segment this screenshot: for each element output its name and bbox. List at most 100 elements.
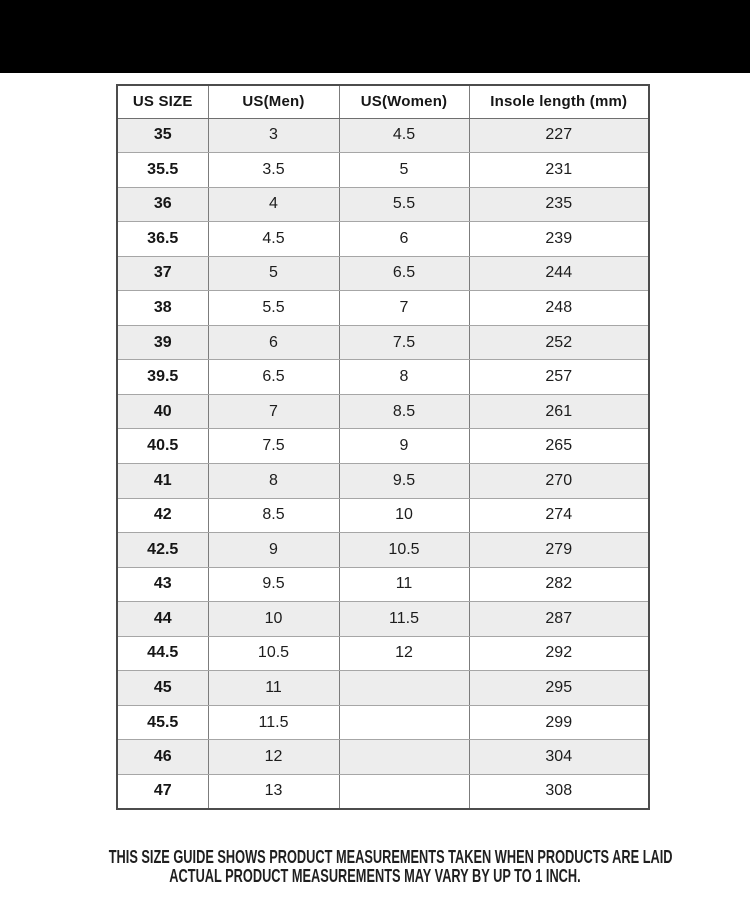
us-women-cell: 10 bbox=[338, 497, 470, 534]
table-row: 38 5.5 7 248 bbox=[116, 290, 650, 326]
us-size-cell: 36 bbox=[116, 186, 209, 223]
us-women-cell: 6.5 bbox=[338, 255, 470, 292]
table-row: 39 6 7.5 252 bbox=[116, 324, 650, 361]
table-row: 46 12 304 bbox=[116, 739, 650, 775]
table-row: 37 5 6.5 244 bbox=[116, 255, 650, 292]
us-size-cell: 40 bbox=[116, 393, 209, 430]
insole-length-cell: 282 bbox=[468, 566, 650, 603]
insole-length-cell: 257 bbox=[468, 359, 650, 395]
insole-length-cell: 244 bbox=[468, 255, 650, 292]
insole-length-cell: 287 bbox=[468, 601, 650, 637]
us-men-cell: 9.5 bbox=[207, 566, 340, 603]
us-men-cell: 8 bbox=[207, 462, 340, 499]
top-banner bbox=[0, 0, 750, 73]
header-row: US SIZE US(Men) US(Women) Insole length … bbox=[116, 85, 650, 119]
us-size-cell: 41 bbox=[116, 462, 209, 499]
table-row: 44 10 11.5 287 bbox=[116, 601, 650, 637]
us-men-cell: 10 bbox=[207, 601, 340, 637]
us-women-cell: 5.5 bbox=[338, 186, 470, 223]
us-women-cell bbox=[338, 704, 470, 741]
insole-length-cell: 239 bbox=[468, 221, 650, 257]
insole-length-cell: 235 bbox=[468, 186, 650, 223]
table-row: 43 9.5 11 282 bbox=[116, 566, 650, 603]
insole-length-cell: 231 bbox=[468, 152, 650, 188]
us-women-cell: 7.5 bbox=[338, 324, 470, 361]
us-women-cell: 12 bbox=[338, 635, 470, 672]
us-men-cell: 4 bbox=[207, 186, 340, 223]
us-men-cell: 5 bbox=[207, 255, 340, 292]
us-women-cell: 8.5 bbox=[338, 393, 470, 430]
insole-length-cell: 274 bbox=[468, 497, 650, 534]
insole-length-cell: 295 bbox=[468, 670, 650, 706]
header-cell-us-men: US(Men) bbox=[207, 85, 340, 119]
size-note-line-1: THIS SIZE GUIDE SHOWS PRODUCT MEASUREMEN… bbox=[108, 847, 673, 867]
us-men-cell: 10.5 bbox=[207, 635, 340, 672]
header-cell-us-women: US(Women) bbox=[338, 85, 470, 119]
us-men-cell: 7.5 bbox=[207, 428, 340, 464]
table-row: 42 8.5 10 274 bbox=[116, 497, 650, 534]
table-row: 36 4 5.5 235 bbox=[116, 186, 650, 223]
table-row: 35.5 3.5 5 231 bbox=[116, 152, 650, 188]
header-cell-insole-length: Insole length (mm) bbox=[468, 85, 650, 119]
us-size-cell: 39 bbox=[116, 324, 209, 361]
us-men-cell: 12 bbox=[207, 739, 340, 775]
us-size-cell: 44.5 bbox=[116, 635, 209, 672]
us-men-cell: 8.5 bbox=[207, 497, 340, 534]
header-cell-us-size: US SIZE bbox=[116, 85, 209, 119]
insole-length-cell: 292 bbox=[468, 635, 650, 672]
size-note: THIS SIZE GUIDE SHOWS PRODUCT MEASUREMEN… bbox=[0, 848, 750, 886]
us-size-cell: 35 bbox=[116, 117, 209, 154]
us-men-cell: 3.5 bbox=[207, 152, 340, 188]
us-size-cell: 40.5 bbox=[116, 428, 209, 464]
us-size-cell: 37 bbox=[116, 255, 209, 292]
us-women-cell: 6 bbox=[338, 221, 470, 257]
us-men-cell: 11.5 bbox=[207, 704, 340, 741]
insole-length-cell: 252 bbox=[468, 324, 650, 361]
size-table-body: 35 3 4.5 227 35.5 3.5 5 231 36 4 5.5 235 36.5 4.5 6 239… bbox=[116, 117, 650, 810]
us-size-cell: 44 bbox=[116, 601, 209, 637]
table-row: 39.5 6.5 8 257 bbox=[116, 359, 650, 395]
size-note-line-2: ACTUAL PRODUCT MEASUREMENTS MAY VARY BY … bbox=[169, 866, 581, 886]
us-women-cell: 8 bbox=[338, 359, 470, 395]
table-row: 35 3 4.5 227 bbox=[116, 117, 650, 154]
us-men-cell: 5.5 bbox=[207, 290, 340, 326]
us-women-cell: 9 bbox=[338, 428, 470, 464]
us-size-cell: 45 bbox=[116, 670, 209, 706]
insole-length-cell: 227 bbox=[468, 117, 650, 154]
table-row: 40.5 7.5 9 265 bbox=[116, 428, 650, 464]
us-men-cell: 3 bbox=[207, 117, 340, 154]
us-size-cell: 46 bbox=[116, 739, 209, 775]
us-size-cell: 47 bbox=[116, 773, 209, 810]
us-men-cell: 13 bbox=[207, 773, 340, 810]
size-guide-table: US SIZE US(Men) US(Women) Insole length … bbox=[116, 84, 650, 810]
insole-length-cell: 261 bbox=[468, 393, 650, 430]
us-women-cell: 9.5 bbox=[338, 462, 470, 499]
us-men-cell: 9 bbox=[207, 532, 340, 568]
us-men-cell: 11 bbox=[207, 670, 340, 706]
us-women-cell: 11 bbox=[338, 566, 470, 603]
us-women-cell bbox=[338, 670, 470, 706]
insole-length-cell: 308 bbox=[468, 773, 650, 810]
us-size-cell: 45.5 bbox=[116, 704, 209, 741]
table-row: 41 8 9.5 270 bbox=[116, 462, 650, 499]
us-men-cell: 6.5 bbox=[207, 359, 340, 395]
table-row: 42.5 9 10.5 279 bbox=[116, 532, 650, 568]
us-size-cell: 42 bbox=[116, 497, 209, 534]
us-women-cell bbox=[338, 773, 470, 810]
us-women-cell: 10.5 bbox=[338, 532, 470, 568]
insole-length-cell: 279 bbox=[468, 532, 650, 568]
us-women-cell: 4.5 bbox=[338, 117, 470, 154]
table-row: 45.5 11.5 299 bbox=[116, 704, 650, 741]
insole-length-cell: 265 bbox=[468, 428, 650, 464]
table-row: 47 13 308 bbox=[116, 773, 650, 810]
us-men-cell: 7 bbox=[207, 393, 340, 430]
table-row: 45 11 295 bbox=[116, 670, 650, 706]
insole-length-cell: 304 bbox=[468, 739, 650, 775]
us-size-cell: 39.5 bbox=[116, 359, 209, 395]
us-women-cell bbox=[338, 739, 470, 775]
table-row: 44.5 10.5 12 292 bbox=[116, 635, 650, 672]
us-women-cell: 5 bbox=[338, 152, 470, 188]
us-women-cell: 11.5 bbox=[338, 601, 470, 637]
table-row: 36.5 4.5 6 239 bbox=[116, 221, 650, 257]
